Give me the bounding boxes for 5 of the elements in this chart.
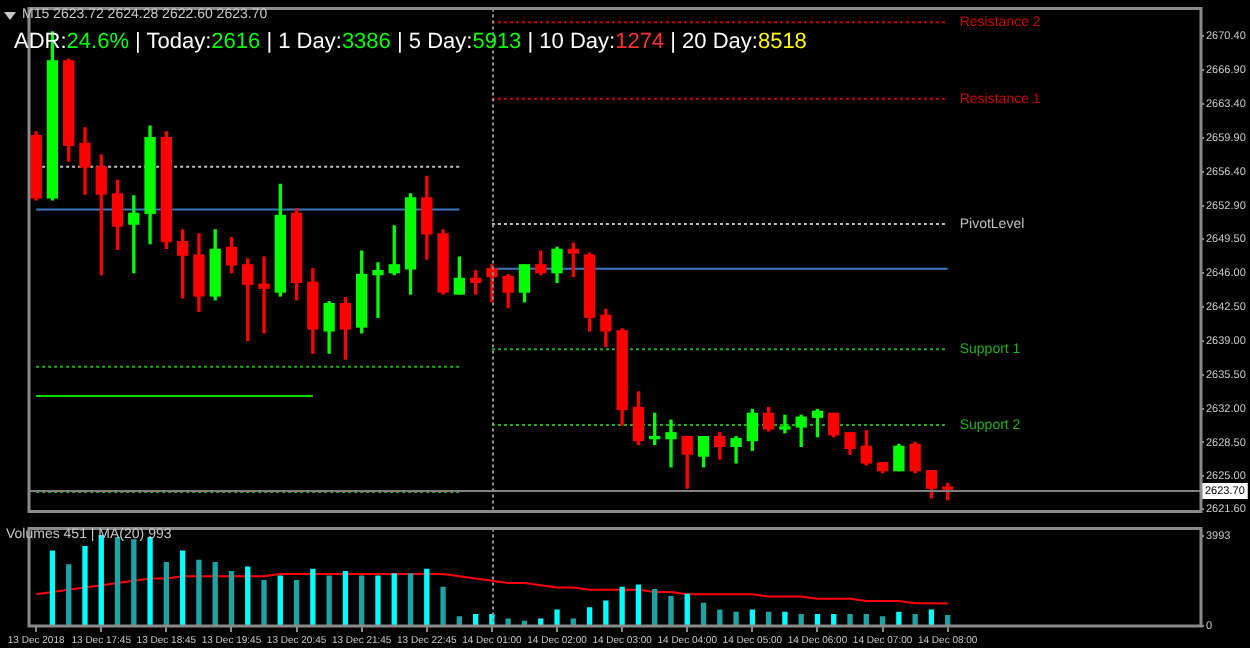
annotation: | 5 Day:5913 <box>396 30 522 54</box>
annotation: | 1 Day:3386 <box>266 30 391 54</box>
annotation: | Today:2616 <box>135 30 261 54</box>
annotation: | 10 Day:1274 <box>527 30 665 54</box>
annotation: | 20 Day:8518 <box>670 30 807 54</box>
